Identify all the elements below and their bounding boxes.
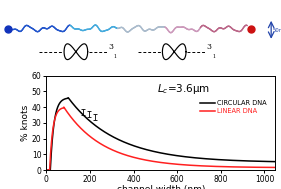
LINEAR DNA (45, 169, 48, 171)
Text: 1: 1 (212, 53, 215, 59)
LINEAR DNA (143, 159, 146, 161)
Line: LINEAR DNA: LINEAR DNA (47, 107, 275, 170)
LINEAR DNA (85, 132, 88, 135)
Text: 50nm: 50nm (273, 28, 281, 33)
CIRCULAR DNA (45, 169, 48, 171)
CIRCULAR DNA (67, 97, 70, 99)
X-axis label: channel width (nm): channel width (nm) (117, 185, 205, 189)
Text: 3: 3 (207, 43, 212, 51)
CIRCULAR DNA (143, 148, 146, 150)
CIRCULAR DNA (133, 145, 136, 147)
CIRCULAR DNA (274, 160, 277, 163)
Text: $L_c$=3.6μm: $L_c$=3.6μm (157, 82, 210, 96)
Line: CIRCULAR DNA: CIRCULAR DNA (47, 98, 275, 170)
Y-axis label: % knots: % knots (21, 105, 30, 141)
Text: 3: 3 (108, 43, 113, 51)
CIRCULAR DNA (245, 160, 248, 162)
LINEAR DNA (62, 106, 65, 108)
LINEAR DNA (269, 166, 273, 169)
LINEAR DNA (274, 166, 277, 169)
LINEAR DNA (71, 118, 74, 120)
Text: 1: 1 (114, 53, 117, 59)
CIRCULAR DNA (85, 117, 88, 119)
LINEAR DNA (133, 156, 136, 159)
Legend: CIRCULAR DNA, LINEAR DNA: CIRCULAR DNA, LINEAR DNA (198, 98, 270, 117)
LINEAR DNA (245, 166, 248, 168)
CIRCULAR DNA (71, 102, 74, 105)
CIRCULAR DNA (269, 160, 273, 163)
